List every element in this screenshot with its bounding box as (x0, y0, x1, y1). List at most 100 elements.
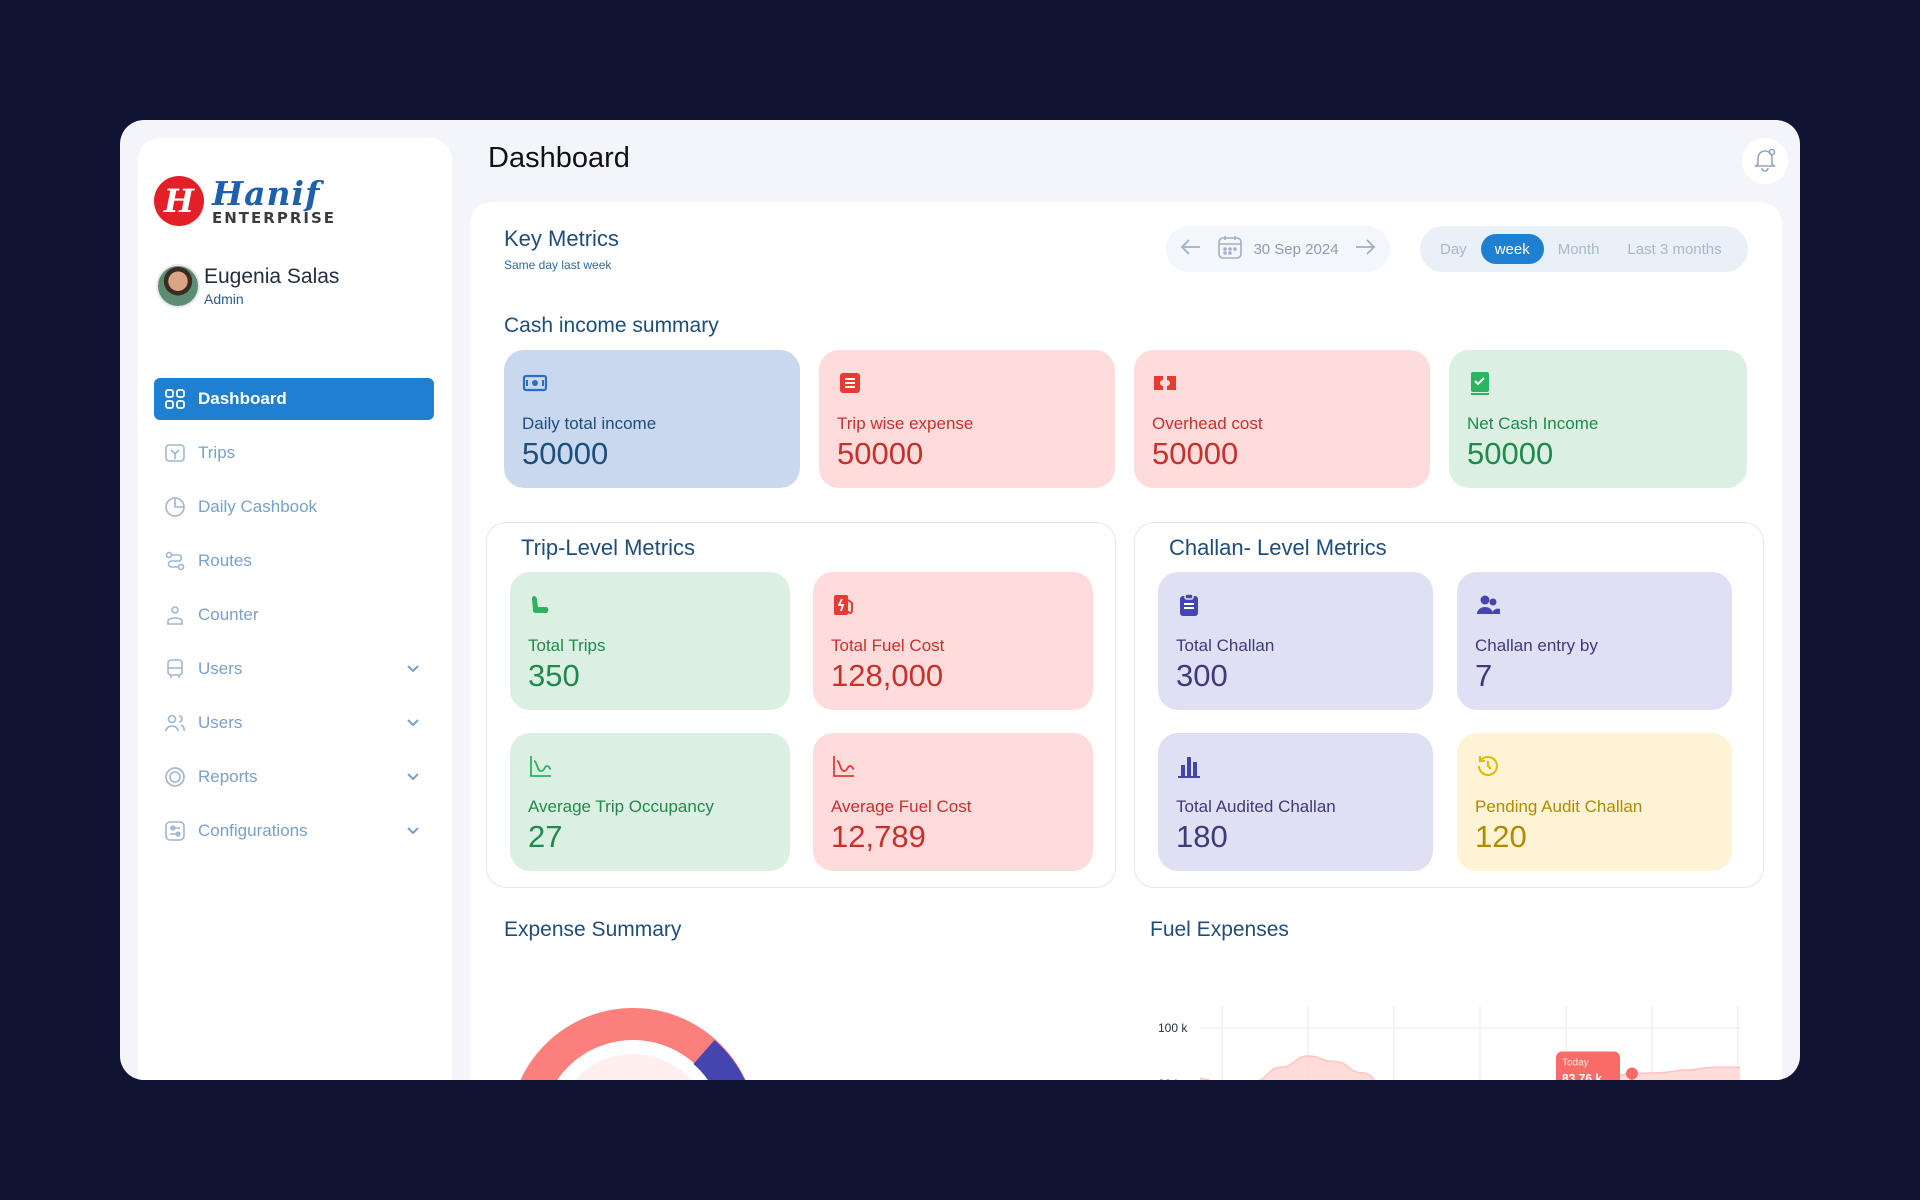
chevron-down-icon[interactable] (404, 713, 422, 736)
period-last-3-months[interactable]: Last 3 months (1627, 240, 1722, 258)
clock-icon (1475, 753, 1501, 779)
notifications-button[interactable] (1742, 138, 1788, 184)
today-marker-dot (1626, 1067, 1638, 1080)
sidebar-item-routes[interactable]: Routes (154, 540, 434, 582)
y-tick-label: 100 k (1158, 1021, 1188, 1035)
card-label: Total Challan (1176, 636, 1275, 655)
users-icon (164, 712, 186, 734)
card-value: 50000 (837, 436, 924, 471)
card-label: Daily total income (522, 414, 657, 433)
bus-icon (164, 658, 186, 680)
trend-icon (528, 753, 554, 779)
card-label: Total Audited Challan (1176, 797, 1336, 816)
trend-icon (831, 753, 857, 779)
card-label: Trip wise expense (837, 414, 974, 433)
user-name: Eugenia Salas (204, 265, 340, 288)
bell-icon (1752, 146, 1778, 177)
cash-income-title: Cash income summary (504, 314, 719, 337)
sidebar-item-counter[interactable]: Counter (154, 594, 434, 636)
sidebar-item-label: Counter (198, 605, 259, 624)
arrow-right-icon[interactable] (1354, 238, 1376, 260)
logo-mark-icon: H (154, 176, 204, 226)
page-title: Dashboard (488, 142, 630, 174)
sidebar-item-label: Trips (198, 443, 236, 462)
card-label: Average Trip Occupancy (528, 797, 714, 816)
trip-wise-expense-card[interactable]: Trip wise expense 50000 (819, 350, 1115, 488)
path-icon (164, 550, 186, 572)
fuel-expenses-title: Fuel Expenses (1150, 918, 1289, 941)
pending-audit-challan-card[interactable]: Pending Audit Challan 120 (1457, 733, 1732, 871)
overhead-cost-card[interactable]: Overhead cost 50000 (1134, 350, 1430, 488)
total-trips-card[interactable]: Total Trips 350 (510, 572, 790, 710)
sidebar-item-label: Users (198, 659, 243, 678)
panel-title: Challan- Level Metrics (1169, 535, 1387, 560)
total-fuel-cost-card[interactable]: Total Fuel Cost 128,000 (813, 572, 1093, 710)
card-value: 128,000 (831, 658, 944, 693)
chevron-down-icon[interactable] (404, 767, 422, 790)
chevron-down-icon[interactable] (404, 659, 422, 682)
period-day[interactable]: Day (1440, 240, 1467, 258)
card-label: Total Fuel Cost (831, 636, 945, 655)
card-value: 12,789 (831, 819, 926, 854)
counter-icon (164, 604, 186, 626)
card-value: 300 (1176, 658, 1228, 693)
period-month[interactable]: Month (1557, 240, 1600, 258)
sidebar-item-reports[interactable]: Reports (154, 756, 434, 798)
sidebar-item-users-bus[interactable]: Users (154, 648, 434, 690)
period-selector: Day week Month Last 3 months (1420, 226, 1748, 272)
donut-segment-blue (693, 1039, 745, 1080)
card-label: Challan entry by (1475, 636, 1598, 655)
brand-logo[interactable]: H Hanif ENTERPRISE (154, 176, 336, 226)
panel-title: Trip-Level Metrics (521, 535, 695, 560)
seat-icon (528, 592, 554, 618)
net-cash-income-card[interactable]: Net Cash Income 50000 (1449, 350, 1747, 488)
dashboard-content: Key Metrics Same day last week 30 Sep 20… (470, 202, 1782, 1080)
challan-entry-by-card[interactable]: Challan entry by 7 (1457, 572, 1732, 710)
period-week[interactable]: week (1480, 234, 1544, 264)
card-label: Overhead cost (1152, 414, 1263, 433)
avatar (156, 264, 200, 308)
fuel-expenses-chart: 100 k 80 k Today 83.76 k (1150, 994, 1750, 1080)
sidebar-item-daily-cashbook[interactable]: Daily Cashbook (154, 486, 434, 528)
user-profile[interactable]: Eugenia Salas Admin (156, 264, 339, 308)
daily-total-income-card[interactable]: Daily total income 50000 (504, 350, 800, 488)
card-value: 120 (1475, 819, 1527, 854)
receipt-icon (837, 370, 863, 396)
sidebar: H Hanif ENTERPRISE Eugenia Salas Admin D… (138, 138, 452, 1080)
clipboard-icon (1176, 592, 1202, 618)
sidebar-item-label: Users (198, 713, 243, 732)
total-audited-challan-card[interactable]: Total Audited Challan 180 (1158, 733, 1433, 871)
donut-ring-red (520, 1008, 746, 1080)
sliders-icon (164, 820, 186, 842)
user-role: Admin (204, 291, 244, 307)
sidebar-item-configurations[interactable]: Configurations (154, 810, 434, 852)
total-challan-card[interactable]: Total Challan 300 (1158, 572, 1433, 710)
chevron-down-icon[interactable] (404, 821, 422, 844)
date-picker[interactable]: 30 Sep 2024 (1166, 226, 1390, 272)
card-label: Average Fuel Cost (831, 797, 972, 816)
fuel-area-line (1199, 1055, 1740, 1080)
brand-subtitle: ENTERPRISE (212, 208, 337, 227)
sidebar-item-trips[interactable]: Trips (154, 432, 434, 474)
sidebar-item-dashboard[interactable]: Dashboard (154, 378, 434, 420)
money-icon (522, 370, 548, 396)
sidebar-item-label: Routes (198, 551, 252, 570)
sidebar-item-users[interactable]: Users (154, 702, 434, 744)
sidebar-item-label: Reports (198, 767, 258, 786)
challan-level-metrics-panel: Challan- Level Metrics Total Challan 300… (1134, 522, 1764, 888)
fuel-icon (831, 592, 857, 618)
key-metrics-title: Key Metrics (504, 226, 619, 251)
arrow-left-icon[interactable] (1180, 238, 1202, 260)
key-metrics-subtitle: Same day last week (504, 258, 612, 272)
expense-summary-title: Expense Summary (504, 918, 682, 941)
today-tooltip (1556, 1051, 1620, 1080)
fuel-area-fill (1200, 1056, 1740, 1080)
trip-level-metrics-panel: Trip-Level Metrics Total Trips 350 Total… (486, 522, 1116, 888)
average-trip-occupancy-card[interactable]: Average Trip Occupancy 27 (510, 733, 790, 871)
route-sign-icon (164, 442, 186, 464)
pie-chart-icon (164, 496, 186, 518)
brand-name: Hanif (212, 173, 321, 213)
average-fuel-cost-card[interactable]: Average Fuel Cost 12,789 (813, 733, 1093, 871)
card-label: Net Cash Income (1467, 414, 1599, 433)
card-value: 350 (528, 658, 580, 693)
